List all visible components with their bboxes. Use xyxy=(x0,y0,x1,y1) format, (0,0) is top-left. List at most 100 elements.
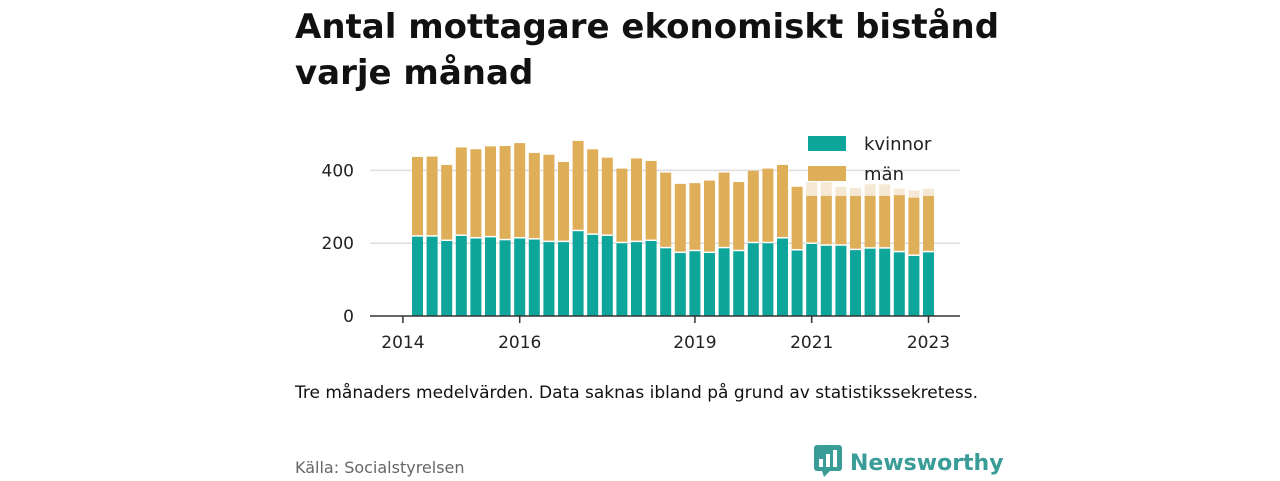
bar-segment-man xyxy=(777,164,788,238)
bar-segment-man xyxy=(412,156,423,236)
bar-segment-faded xyxy=(820,182,832,196)
bar-segment-kvinnor xyxy=(426,235,438,316)
bar-segment-kvinnor xyxy=(864,247,876,316)
bar-segment-kvinnor xyxy=(718,247,730,316)
bar-segment-kvinnor xyxy=(601,235,613,316)
bar-segment-kvinnor xyxy=(455,235,467,316)
y-tick-label: 0 xyxy=(343,307,354,327)
bar-segment-kvinnor xyxy=(806,243,818,316)
bar-segment-kvinnor xyxy=(908,255,920,316)
bar-segment-man xyxy=(455,147,467,236)
bar-segment-kvinnor xyxy=(820,245,832,316)
bar-segment-man xyxy=(806,195,818,244)
bar-segment-kvinnor xyxy=(485,236,496,316)
bar-segment-kvinnor xyxy=(762,242,774,316)
bar-segment-man xyxy=(558,162,569,242)
bar-segment-man xyxy=(850,195,861,250)
bar-segment-man xyxy=(499,146,511,240)
bar-segment-kvinnor xyxy=(893,251,905,316)
legend-swatch xyxy=(808,136,846,151)
legend-label: kvinnor xyxy=(864,134,932,155)
bar-segment-kvinnor xyxy=(587,234,599,316)
bar-segment-man xyxy=(704,180,715,253)
bar-segment-kvinnor xyxy=(528,238,540,316)
bar-segment-man xyxy=(601,157,613,236)
bar-segment-kvinnor xyxy=(733,250,745,316)
chart-title: Antal mottagare ekonomiskt bistånd varje… xyxy=(295,7,1000,93)
bar-segment-kvinnor xyxy=(499,239,511,316)
bar-segment-man xyxy=(733,182,745,251)
bar-segment-faded xyxy=(835,186,847,196)
y-tick-label: 200 xyxy=(322,234,354,254)
legend-swatch xyxy=(808,166,846,181)
bar-segment-kvinnor xyxy=(660,247,672,316)
bar-segment-man xyxy=(616,168,628,243)
bar-segment-kvinnor xyxy=(441,240,453,316)
bar-segment-man xyxy=(470,149,482,238)
bar-segment-kvinnor xyxy=(412,235,423,316)
bar-segment-kvinnor xyxy=(835,245,847,316)
x-tick-label: 2023 xyxy=(907,333,950,353)
bar-segment-man xyxy=(879,195,891,248)
bar-segment-faded xyxy=(908,190,920,198)
stacked-bar-chart: 0 200 400 2014 2016 2019 2021 2023 kvinnor män xyxy=(322,134,960,353)
bar-segment-man xyxy=(572,140,584,231)
bar-segment-kvinnor xyxy=(777,237,788,316)
bars xyxy=(412,140,934,316)
bar-segment-man xyxy=(674,183,686,253)
bar-segment-kvinnor xyxy=(514,237,526,316)
bar-segment-kvinnor xyxy=(558,241,569,316)
bar-segment-man xyxy=(893,195,905,252)
bar-segment-man xyxy=(514,143,526,238)
bar-segment-faded xyxy=(850,187,861,196)
bar-segment-man xyxy=(718,172,730,248)
bar-segment-faded xyxy=(879,184,891,196)
bar-segment-kvinnor xyxy=(850,249,861,316)
bar-segment-man xyxy=(426,156,438,236)
bar-segment-man xyxy=(441,164,453,241)
bar-segment-man xyxy=(791,186,803,250)
bar-segment-man xyxy=(923,195,934,252)
source-text: Källa: Socialstyrelsen xyxy=(295,458,465,477)
x-tick-label: 2014 xyxy=(381,333,424,353)
bar-segment-kvinnor xyxy=(616,242,628,316)
chart-note: Tre månaders medelvärden. Data saknas ib… xyxy=(295,383,978,403)
bar-segment-faded xyxy=(893,188,905,196)
bar-segment-man xyxy=(747,170,759,243)
x-tick-label: 2021 xyxy=(790,333,833,353)
newsworthy-logo-icon xyxy=(814,445,842,481)
bar-segment-man xyxy=(689,183,701,251)
y-tick-label: 400 xyxy=(322,161,354,181)
bar-segment-man xyxy=(631,158,642,242)
x-tick-label: 2019 xyxy=(673,333,716,353)
x-tick-label: 2016 xyxy=(498,333,541,353)
bar-segment-kvinnor xyxy=(572,230,584,316)
bar-segment-kvinnor xyxy=(631,241,642,316)
brand-logo[interactable]: Newsworthy xyxy=(814,445,1004,481)
bar-segment-kvinnor xyxy=(879,247,891,316)
bar-segment-kvinnor xyxy=(470,237,482,316)
bar-segment-man xyxy=(864,195,876,248)
bar-segment-kvinnor xyxy=(923,251,934,316)
bar-segment-kvinnor xyxy=(674,252,686,316)
brand-name: Newsworthy xyxy=(850,450,1004,476)
bar-segment-kvinnor xyxy=(791,249,803,316)
legend-label: män xyxy=(864,164,904,185)
bar-segment-man xyxy=(528,152,540,239)
bar-segment-man xyxy=(660,172,672,248)
bar-segment-faded xyxy=(864,184,876,196)
bar-segment-man xyxy=(835,195,847,246)
bar-segment-kvinnor xyxy=(689,250,701,316)
bar-segment-kvinnor xyxy=(747,242,759,316)
bar-segment-man xyxy=(762,168,774,243)
legend: kvinnor män xyxy=(808,134,932,185)
bar-segment-faded xyxy=(806,182,818,196)
bar-segment-faded xyxy=(923,188,934,196)
axes: 0 200 400 2014 2016 2019 2021 2023 xyxy=(322,161,960,353)
bar-segment-man xyxy=(645,160,657,241)
bar-segment-kvinnor xyxy=(704,252,715,316)
bar-segment-kvinnor xyxy=(543,241,555,316)
bar-segment-man xyxy=(908,197,920,256)
bar-segment-man xyxy=(485,146,496,237)
bar-segment-man xyxy=(820,195,832,246)
